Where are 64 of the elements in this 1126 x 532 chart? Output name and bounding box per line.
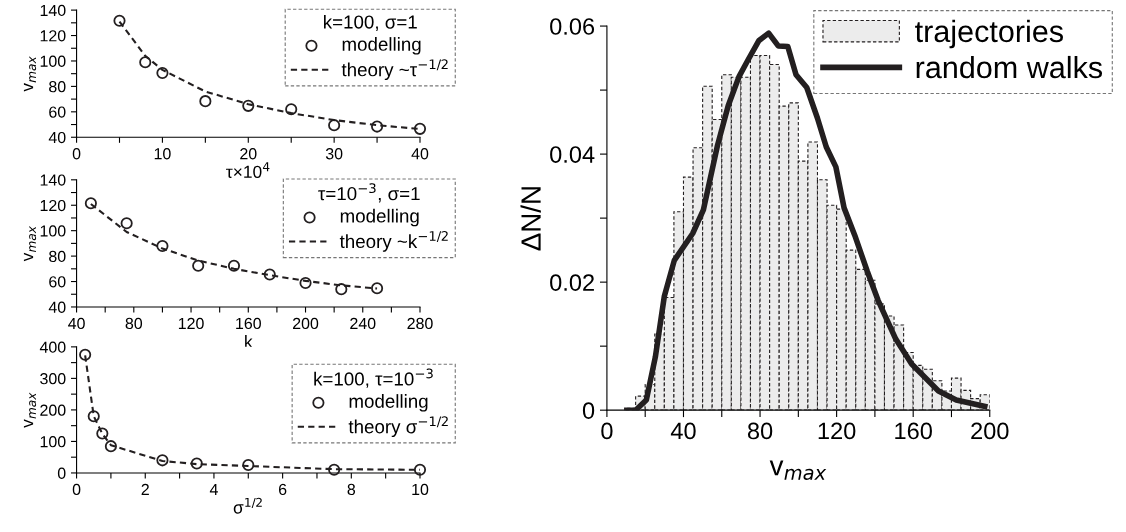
- y-axis-title: v$_{max}$: [23, 392, 37, 428]
- y-tick-label: 0.04: [550, 146, 595, 163]
- legend-label: theory ~τ$^{−1/2}$: [341, 59, 448, 81]
- x-tick-label: 40: [670, 422, 696, 440]
- y-tick-label: 400: [39, 341, 66, 353]
- legend-label: modelling: [349, 394, 428, 412]
- x-tick-label: 200: [971, 422, 1009, 440]
- x-tick-label: 240: [350, 317, 376, 330]
- y-tick-label: 80: [49, 81, 66, 93]
- y-tick-label: 300: [40, 373, 66, 385]
- x-tick-label: 160: [236, 317, 261, 330]
- legend-label: trajectories: [915, 19, 1063, 49]
- legend-title: k=100, τ=10$^{−3}$: [314, 368, 433, 388]
- legend-label: modelling: [340, 208, 419, 227]
- y-tick-label: 100: [40, 55, 66, 67]
- x-tick-label: 2: [141, 483, 149, 495]
- y-axis-title: v$_{max}$: [23, 56, 37, 92]
- y-tick-label: 80: [49, 250, 66, 263]
- x-axis-title: τ×10$^{4}$: [226, 162, 270, 178]
- x-tick-label: 80: [125, 317, 143, 330]
- x-tick-label: 40: [68, 317, 85, 330]
- legend-label: theory σ$^{−1/2}$: [348, 416, 448, 438]
- x-tick-label: 6: [279, 483, 287, 496]
- y-tick-label: 40: [48, 301, 66, 313]
- y-tick-label: 200: [40, 404, 66, 416]
- x-tick-label: 0: [72, 483, 81, 496]
- x-axis-title: k: [245, 335, 253, 348]
- y-tick-label: 100: [40, 225, 66, 237]
- y-tick-label: 120: [40, 199, 66, 212]
- y-tick-label: 40: [48, 131, 66, 144]
- x-tick-label: 200: [293, 317, 319, 330]
- y-axis-title: ΔN/N: [520, 187, 541, 251]
- x-axis-title: σ$^{1/2}$: [233, 497, 262, 514]
- y-tick-label: 140: [40, 174, 66, 186]
- legend-label: random walks: [916, 55, 1103, 79]
- x-tick-label: 40: [411, 148, 429, 160]
- x-tick-label: 280: [407, 317, 433, 330]
- legend-title: k=100, σ=1: [324, 14, 417, 31]
- y-tick-label: 0: [582, 402, 595, 419]
- x-tick-label: 10: [412, 483, 429, 496]
- y-tick-label: 0.06: [550, 18, 595, 35]
- x-tick-label: 120: [818, 422, 856, 440]
- y-tick-label: 0: [57, 467, 66, 479]
- x-tick-label: 0: [601, 422, 613, 440]
- x-tick-label: 0: [72, 148, 81, 160]
- x-tick-label: 4: [209, 483, 218, 495]
- x-tick-label: 8: [347, 483, 356, 496]
- y-tick-label: 140: [40, 4, 66, 17]
- x-tick-label: 160: [895, 422, 932, 440]
- y-tick-label: 100: [40, 436, 66, 448]
- legend-title: τ=10$^{−3}$, σ=1: [318, 183, 420, 203]
- legend-label: modelling: [342, 37, 421, 55]
- y-axis-title: v$_{max}$: [23, 225, 37, 262]
- y-tick-label: 60: [49, 276, 66, 288]
- x-tick-label: 20: [240, 148, 257, 160]
- y-tick-label: 60: [49, 106, 66, 118]
- y-tick-label: 0.02: [550, 274, 594, 291]
- y-tick-label: 120: [40, 30, 66, 42]
- x-tick-label: 80: [747, 422, 773, 440]
- legend-label: theory ~k$^{−1/2}$: [339, 231, 448, 252]
- x-axis-title: v$_{max}$: [769, 460, 827, 481]
- x-tick-label: 10: [154, 148, 171, 160]
- x-tick-label: 30: [325, 148, 343, 160]
- x-tick-label: 120: [178, 317, 204, 330]
